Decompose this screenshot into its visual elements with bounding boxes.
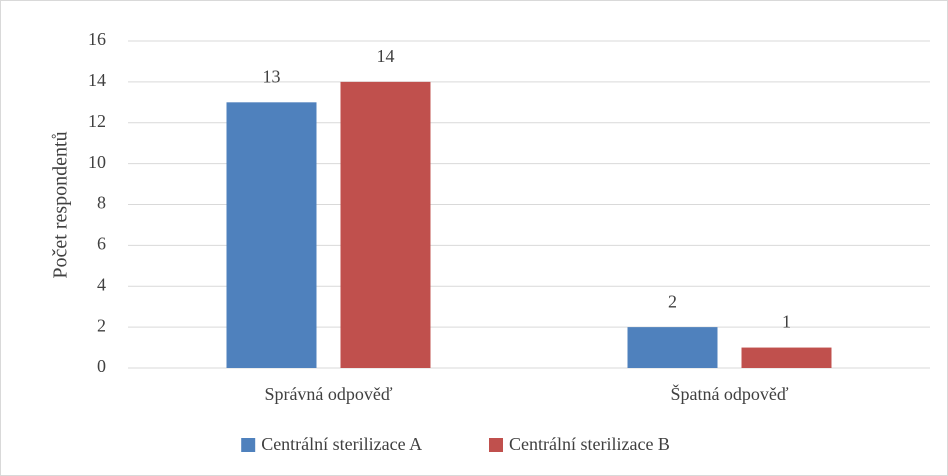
y-tick-label: 6 xyxy=(97,234,106,254)
legend-swatch xyxy=(489,438,503,452)
x-tick-label: Správná odpověď xyxy=(264,384,392,404)
y-tick-label: 8 xyxy=(97,193,106,213)
legend-label: Centrální sterilizace A xyxy=(261,434,422,454)
y-tick-label: 4 xyxy=(97,274,106,294)
y-axis-label: Počet respondentů xyxy=(50,131,72,278)
bar xyxy=(741,347,832,368)
y-tick-label: 14 xyxy=(88,70,106,90)
y-tick-label: 2 xyxy=(97,315,106,335)
y-tick-label: 16 xyxy=(88,29,106,49)
data-label: 2 xyxy=(668,291,677,311)
legend-label: Centrální sterilizace B xyxy=(509,434,670,454)
legend-swatch xyxy=(241,438,256,452)
y-tick-label: 0 xyxy=(97,356,106,376)
data-label: 13 xyxy=(263,66,281,86)
y-tick-label: 10 xyxy=(88,152,106,172)
data-label: 1 xyxy=(782,312,791,332)
bar xyxy=(627,327,718,368)
data-label: 14 xyxy=(377,46,395,66)
y-tick-label: 12 xyxy=(88,111,106,131)
bar xyxy=(226,102,317,368)
x-tick-label: Špatná odpověď xyxy=(670,383,788,404)
bar xyxy=(340,81,431,368)
